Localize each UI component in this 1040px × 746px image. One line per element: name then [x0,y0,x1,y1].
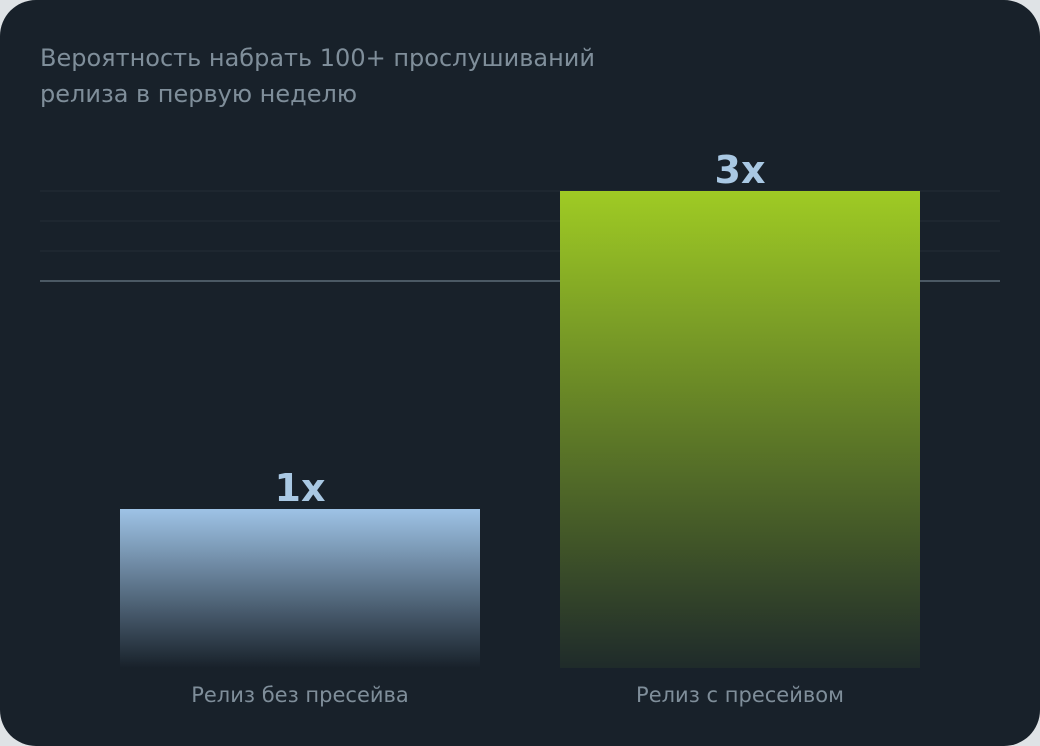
chart-title-line-2: релиза в первую неделю [40,80,358,108]
category-label-2: Релиз с пресейвом [636,683,844,707]
chart-title: Вероятность набрать 100+ прослушиваний р… [40,40,660,112]
category-label-1: Релиз без пресейва [191,683,409,707]
labels: 1x Релиз без пресейва 3x Релиз с пресейвом [191,148,844,707]
chart-title-line-1: Вероятность набрать 100+ прослушиваний [40,44,595,72]
value-label-1: 1x [275,466,326,510]
bar-1 [120,509,480,668]
value-label-2: 3x [715,148,766,192]
bar-2 [560,191,920,668]
bars [120,191,920,668]
